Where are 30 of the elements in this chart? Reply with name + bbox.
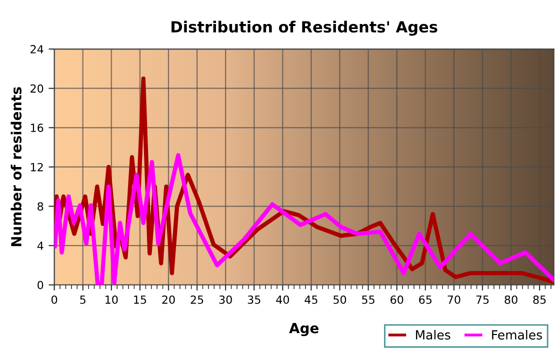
x-tick-label: 60: [390, 295, 404, 304]
x-tick-label: 75: [476, 296, 489, 304]
legend-label: Males: [416, 330, 450, 340]
y-tick-label: 4: [37, 242, 44, 250]
y-tick-label: 0: [38, 280, 44, 290]
x-tick-label: 5: [80, 296, 86, 304]
y-tick-label: 16: [30, 124, 44, 132]
x-tick-label: 0: [52, 295, 58, 304]
x-tick-label: 15: [134, 296, 146, 304]
y-tick-label: 8: [38, 202, 44, 211]
x-tick-label: 35: [248, 295, 260, 304]
x-tick-label: 20: [162, 295, 175, 304]
x-tick-label: 50: [334, 295, 346, 304]
legend-label: Females: [492, 330, 542, 340]
y-tick-label: 20: [30, 84, 44, 93]
x-tick-label: 40: [276, 295, 290, 304]
x-tick-label: 55: [362, 296, 374, 304]
x-axis-title: Age: [289, 323, 318, 336]
x-tick-label: 80: [504, 295, 518, 304]
chart-title: Distribution of Residents' Ages: [172, 20, 438, 36]
x-tick-label: 25: [190, 295, 204, 304]
x-tick-label: 85: [533, 295, 546, 304]
x-tick-label: 10: [106, 295, 118, 304]
y-tick-label: 12: [30, 162, 43, 172]
x-tick-label: 30: [219, 295, 232, 304]
x-tick-label: 45: [304, 296, 318, 304]
y-axis-title: Number of residents: [10, 87, 22, 246]
x-tick-label: 65: [419, 295, 432, 304]
y-tick-label: 24: [30, 45, 44, 54]
x-tick-label: 70: [448, 295, 460, 304]
